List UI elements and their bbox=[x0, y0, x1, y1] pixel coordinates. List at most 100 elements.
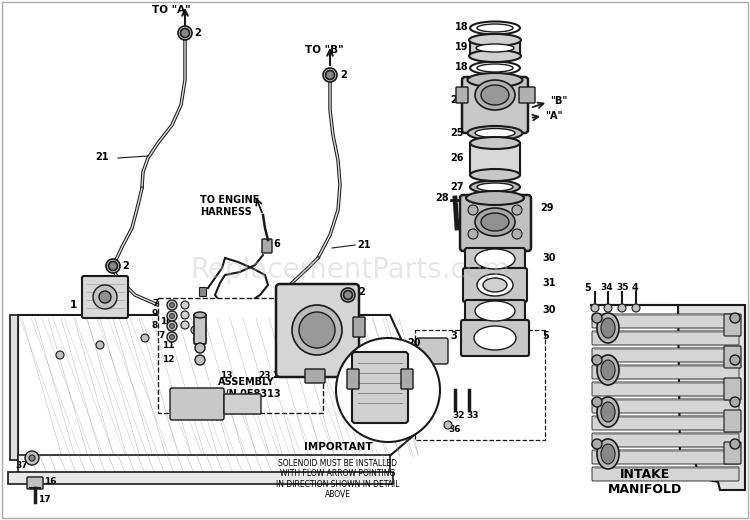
FancyBboxPatch shape bbox=[401, 369, 413, 389]
FancyBboxPatch shape bbox=[460, 195, 531, 251]
Circle shape bbox=[292, 305, 342, 355]
Text: 34: 34 bbox=[600, 283, 613, 292]
Text: 7: 7 bbox=[152, 300, 158, 308]
Text: 1: 1 bbox=[370, 370, 377, 380]
Text: 10: 10 bbox=[160, 318, 172, 327]
Circle shape bbox=[632, 304, 640, 312]
Ellipse shape bbox=[597, 355, 619, 385]
Text: 20: 20 bbox=[407, 338, 421, 348]
FancyBboxPatch shape bbox=[462, 77, 528, 133]
Text: 5: 5 bbox=[584, 283, 591, 293]
FancyBboxPatch shape bbox=[592, 348, 739, 362]
Ellipse shape bbox=[475, 128, 515, 137]
Ellipse shape bbox=[475, 208, 515, 236]
Circle shape bbox=[170, 303, 175, 307]
FancyBboxPatch shape bbox=[194, 314, 206, 344]
Circle shape bbox=[618, 304, 626, 312]
Text: 35: 35 bbox=[616, 283, 628, 292]
Circle shape bbox=[299, 312, 335, 348]
FancyBboxPatch shape bbox=[461, 320, 529, 356]
Text: 22: 22 bbox=[272, 371, 284, 381]
Ellipse shape bbox=[475, 80, 515, 110]
Ellipse shape bbox=[601, 318, 615, 338]
Circle shape bbox=[167, 300, 177, 310]
Circle shape bbox=[191, 326, 199, 334]
FancyBboxPatch shape bbox=[592, 467, 739, 481]
Text: 3: 3 bbox=[450, 331, 457, 341]
Circle shape bbox=[99, 291, 111, 303]
Circle shape bbox=[592, 313, 602, 323]
Circle shape bbox=[730, 439, 740, 449]
Polygon shape bbox=[10, 315, 18, 460]
Circle shape bbox=[468, 229, 478, 239]
Text: 25: 25 bbox=[450, 128, 464, 138]
Polygon shape bbox=[18, 315, 420, 460]
FancyBboxPatch shape bbox=[27, 477, 43, 489]
Text: 7: 7 bbox=[158, 332, 164, 341]
Ellipse shape bbox=[470, 180, 520, 193]
Text: 33: 33 bbox=[466, 410, 478, 420]
FancyBboxPatch shape bbox=[724, 410, 741, 432]
FancyBboxPatch shape bbox=[456, 87, 468, 103]
FancyBboxPatch shape bbox=[724, 314, 741, 336]
FancyBboxPatch shape bbox=[224, 394, 261, 414]
Ellipse shape bbox=[475, 301, 515, 321]
Text: 21: 21 bbox=[95, 152, 109, 162]
Circle shape bbox=[181, 301, 189, 309]
Ellipse shape bbox=[475, 249, 515, 269]
Text: 2: 2 bbox=[358, 287, 364, 297]
Text: 5: 5 bbox=[542, 331, 549, 341]
Ellipse shape bbox=[469, 50, 521, 62]
Text: 2: 2 bbox=[194, 28, 201, 38]
Text: 19: 19 bbox=[455, 42, 469, 52]
Text: 36: 36 bbox=[448, 425, 460, 435]
Circle shape bbox=[109, 262, 118, 270]
Text: ReplacementParts.com: ReplacementParts.com bbox=[190, 256, 510, 284]
FancyBboxPatch shape bbox=[592, 365, 739, 379]
Circle shape bbox=[444, 421, 452, 429]
Circle shape bbox=[323, 68, 337, 82]
FancyBboxPatch shape bbox=[8, 472, 393, 484]
Circle shape bbox=[25, 451, 39, 465]
Text: 6: 6 bbox=[273, 239, 280, 249]
FancyBboxPatch shape bbox=[352, 352, 408, 423]
Text: 28: 28 bbox=[435, 193, 448, 203]
Circle shape bbox=[326, 71, 334, 80]
Text: 11: 11 bbox=[162, 342, 175, 350]
Circle shape bbox=[730, 397, 740, 407]
FancyBboxPatch shape bbox=[470, 40, 520, 56]
FancyBboxPatch shape bbox=[519, 87, 535, 103]
Ellipse shape bbox=[597, 313, 619, 343]
Text: 30: 30 bbox=[542, 253, 556, 263]
FancyBboxPatch shape bbox=[724, 442, 741, 464]
Circle shape bbox=[181, 29, 190, 37]
Circle shape bbox=[592, 439, 602, 449]
Circle shape bbox=[29, 455, 35, 461]
Ellipse shape bbox=[477, 274, 513, 296]
Ellipse shape bbox=[601, 402, 615, 422]
Text: TO "B": TO "B" bbox=[305, 45, 344, 55]
Text: 30: 30 bbox=[542, 305, 556, 315]
Text: "A": "A" bbox=[545, 111, 562, 121]
Text: 8: 8 bbox=[152, 320, 158, 330]
Ellipse shape bbox=[601, 444, 615, 464]
FancyBboxPatch shape bbox=[353, 317, 365, 337]
Text: 16: 16 bbox=[44, 477, 56, 487]
Circle shape bbox=[178, 26, 192, 40]
Circle shape bbox=[181, 321, 189, 329]
Circle shape bbox=[93, 285, 117, 309]
Ellipse shape bbox=[477, 183, 513, 191]
Ellipse shape bbox=[470, 137, 520, 149]
Text: INTAKE
MANIFOLD: INTAKE MANIFOLD bbox=[608, 468, 682, 496]
Circle shape bbox=[167, 311, 177, 321]
Circle shape bbox=[592, 397, 602, 407]
Ellipse shape bbox=[467, 126, 523, 140]
Text: 29: 29 bbox=[540, 203, 554, 213]
Circle shape bbox=[341, 288, 355, 302]
Circle shape bbox=[591, 304, 599, 312]
Circle shape bbox=[730, 313, 740, 323]
Text: 18: 18 bbox=[455, 22, 469, 32]
FancyBboxPatch shape bbox=[158, 298, 323, 413]
Text: 17: 17 bbox=[38, 496, 51, 504]
Circle shape bbox=[106, 259, 120, 273]
